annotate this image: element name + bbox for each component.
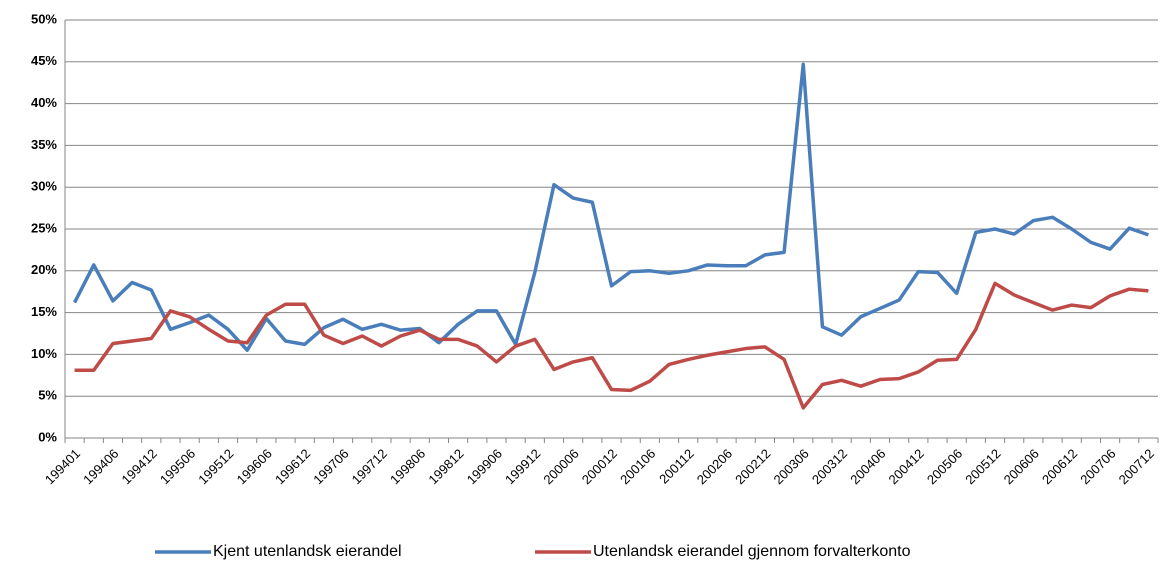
x-tick-label: 199706 [310, 446, 351, 487]
y-tick-label: 10% [31, 346, 57, 361]
y-tick-label: 45% [31, 53, 57, 68]
x-tick-label: 200612 [1039, 446, 1080, 487]
x-tick-label: 199912 [502, 446, 543, 487]
x-tick-label: 200212 [732, 446, 773, 487]
line-series [73, 62, 1149, 352]
x-tick-label: 200712 [1116, 446, 1157, 487]
x-tick-label: 200406 [847, 446, 888, 487]
x-tick-label: 199612 [272, 446, 313, 487]
x-tick-label: 199906 [464, 446, 505, 487]
x-tick-label: 200306 [771, 446, 812, 487]
x-tick-label: 200012 [579, 446, 620, 487]
line-series [74, 281, 1149, 410]
y-tick-label: 20% [31, 262, 57, 277]
legend-label: Utenlandsk eierandel gjennom forvalterko… [593, 543, 911, 560]
x-tick-label: 200412 [886, 446, 927, 487]
y-tick-label: 50% [31, 11, 57, 26]
x-tick-label: 199512 [195, 446, 236, 487]
y-tick-label: 35% [31, 137, 57, 152]
x-tick-label: 200106 [617, 446, 658, 487]
x-tick-label: 200506 [924, 446, 965, 487]
y-tick-label: 25% [31, 220, 57, 235]
x-tick-label: 199406 [80, 446, 121, 487]
x-tick-label: 200512 [962, 446, 1003, 487]
x-tick-label: 199412 [119, 446, 160, 487]
x-tick-label: 200206 [694, 446, 735, 487]
x-tick-label: 200006 [540, 446, 581, 487]
x-tick-label: 200112 [656, 446, 697, 487]
x-tick-label: 199812 [425, 446, 466, 487]
x-tick-label: 199606 [234, 446, 275, 487]
x-tick-label: 200706 [1077, 446, 1118, 487]
y-tick-label: 5% [38, 388, 57, 403]
x-tick-label: 199401 [42, 446, 83, 487]
x-tick-label: 199806 [387, 446, 428, 487]
y-tick-label: 0% [38, 429, 57, 444]
x-tick-label: 200312 [809, 446, 850, 487]
y-tick-label: 40% [31, 95, 57, 110]
y-tick-label: 15% [31, 304, 57, 319]
x-tick-label: 200606 [1001, 446, 1042, 487]
x-tick-label: 199506 [157, 446, 198, 487]
legend-label: Kjent utenlandsk eierandel [213, 543, 402, 560]
x-tick-label: 199712 [349, 446, 390, 487]
y-tick-label: 30% [31, 179, 57, 194]
